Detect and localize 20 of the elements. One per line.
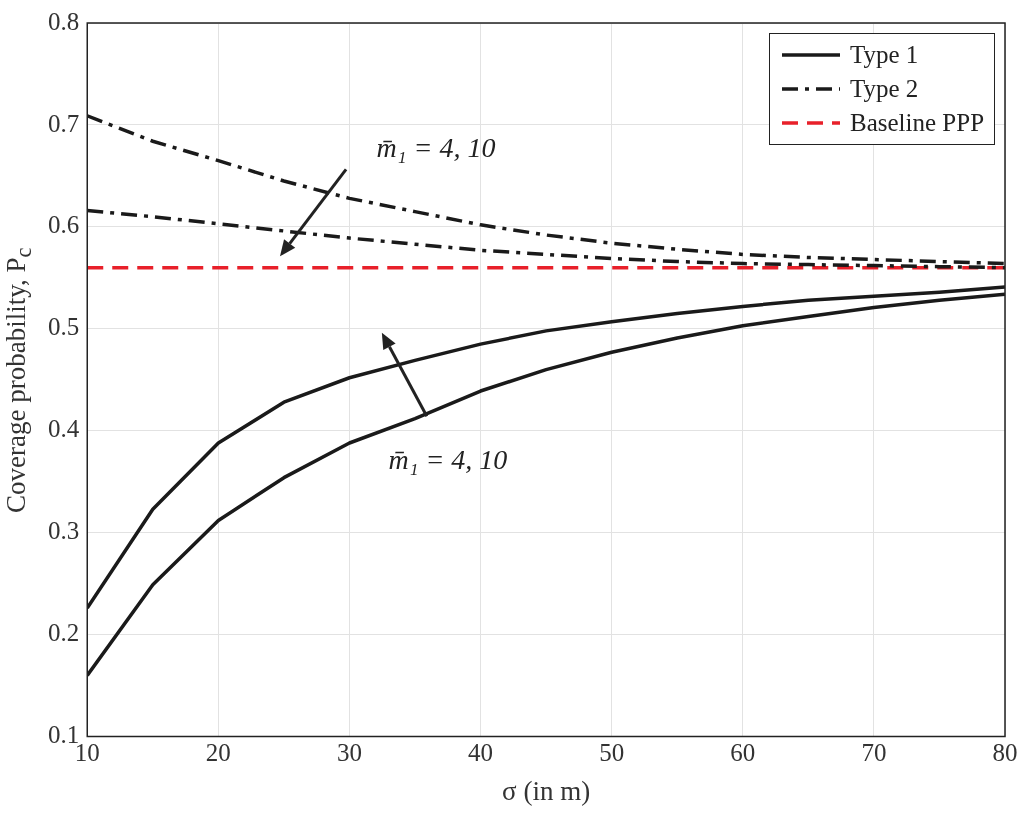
- y-tick-label: 0.5: [48, 313, 80, 341]
- x-tick-label: 60: [730, 739, 756, 767]
- x-tick-label: 20: [205, 739, 231, 767]
- annotation: m̄₁ = 4, 10: [388, 443, 508, 475]
- y-tick-label: 0.7: [48, 109, 80, 137]
- y-tick-label: 0.2: [48, 619, 80, 647]
- x-axis-title: σ (in m): [502, 775, 591, 806]
- y-tick-label: 0.6: [48, 211, 80, 239]
- x-tick-label: 80: [992, 739, 1018, 767]
- x-tick-label: 70: [861, 739, 887, 767]
- x-tick-label: 50: [599, 739, 625, 767]
- legend-label: Type 2: [850, 75, 919, 103]
- y-tick-label: 0.3: [48, 517, 80, 545]
- y-tick-label: 0.8: [48, 7, 80, 35]
- legend-label: Type 1: [850, 41, 919, 69]
- annotation: m̄₁ = 4, 10: [376, 132, 496, 164]
- y-tick-label: 0.4: [48, 415, 80, 443]
- x-tick-label: 40: [468, 739, 494, 767]
- x-tick-label: 30: [336, 739, 362, 767]
- legend-label: Baseline PPP: [850, 109, 985, 137]
